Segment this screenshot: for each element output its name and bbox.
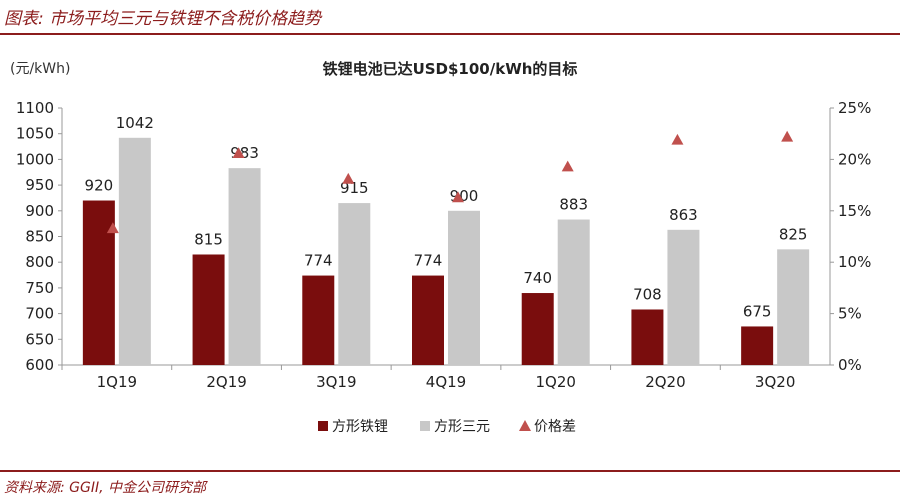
data-label-ncm: 1042: [116, 114, 154, 132]
bar-lfp: [192, 254, 225, 365]
y-tick-label: 1050: [16, 125, 54, 143]
data-label-lfp: 740: [523, 269, 552, 287]
data-label-ncm: 883: [559, 196, 588, 214]
data-label-lfp: 815: [194, 230, 223, 248]
data-label-lfp: 774: [304, 252, 333, 270]
legend-swatch: [318, 421, 328, 431]
legend-label: 方形三元: [434, 419, 490, 435]
bar-ncm: [338, 203, 371, 365]
marker-price-diff: [781, 130, 794, 142]
x-tick-label: 2Q20: [645, 373, 685, 391]
marker-price-diff: [561, 160, 574, 172]
chart-title: 铁锂电池已达USD$100/kWh的目标: [322, 60, 578, 78]
bar-lfp: [741, 326, 774, 365]
y-tick-label: 950: [25, 176, 54, 194]
y2-tick-label: 25%: [838, 99, 871, 117]
marker-price-diff: [342, 172, 355, 184]
bar-ncm: [557, 219, 590, 365]
legend-swatch: [420, 421, 430, 431]
legend-swatch: [519, 420, 531, 431]
y-tick-label: 600: [25, 356, 54, 374]
y-tick-label: 700: [25, 305, 54, 323]
bar-ncm: [118, 137, 151, 365]
chart-canvas: 600 650 700 750 800 850 900 950 1000 1050 1100 0% 5%…: [16, 99, 872, 435]
data-label-ncm: 825: [779, 225, 808, 243]
bar-ncm: [777, 249, 810, 365]
legend-label: 价格差: [534, 419, 576, 435]
y-tick-label: 1100: [16, 99, 54, 117]
y2-tick-label: 10%: [838, 253, 871, 271]
y-tick-label: 750: [25, 279, 54, 297]
y2-tick-label: 5%: [838, 305, 862, 323]
data-label-lfp: 708: [633, 285, 662, 303]
figure-title: 图表: 市场平均三元与铁锂不含税价格趋势: [4, 9, 322, 29]
marker-price-diff: [232, 147, 245, 159]
marker-price-diff: [452, 191, 464, 203]
bar-lfp: [302, 275, 335, 365]
x-tick-label: 1Q20: [535, 373, 575, 391]
y2-tick-label: 0%: [838, 356, 862, 374]
bar-ncm: [448, 210, 480, 365]
data-label-lfp: 920: [85, 177, 114, 195]
y-tick-label: 850: [25, 228, 54, 246]
bar-lfp: [82, 200, 115, 365]
bar-ncm: [667, 229, 700, 365]
y-tick-label: 800: [25, 253, 54, 271]
data-label-lfp: 675: [743, 302, 772, 320]
legend-label: 方形铁锂: [332, 419, 388, 435]
y-tick-label: 900: [25, 202, 54, 220]
bar-lfp: [631, 309, 664, 365]
bar-lfp: [412, 275, 444, 365]
data-label-ncm: 863: [669, 206, 698, 224]
y-tick-label: 1000: [16, 150, 54, 168]
x-tick-label: 3Q20: [755, 373, 795, 391]
bar-ncm: [228, 168, 261, 365]
y-axis-unit: (元/kWh): [10, 61, 71, 77]
source-note: 资料来源: GGII, 中金公司研究部: [4, 480, 207, 496]
x-tick-label: 1Q19: [97, 373, 137, 391]
bottom-rule: [0, 470, 900, 472]
top-rule: [0, 33, 900, 35]
bar-lfp: [521, 293, 554, 365]
y-tick-label: 650: [25, 330, 54, 348]
marker-price-diff: [106, 222, 119, 234]
y2-tick-label: 15%: [838, 202, 871, 220]
x-tick-label: 2Q19: [206, 373, 246, 391]
data-label-ncm: 983: [230, 144, 259, 162]
x-tick-label: 3Q19: [316, 373, 356, 391]
y2-tick-label: 20%: [838, 150, 871, 168]
marker-price-diff: [671, 133, 684, 145]
data-label-lfp: 774: [414, 252, 443, 270]
x-tick-label: 4Q19: [426, 373, 466, 391]
